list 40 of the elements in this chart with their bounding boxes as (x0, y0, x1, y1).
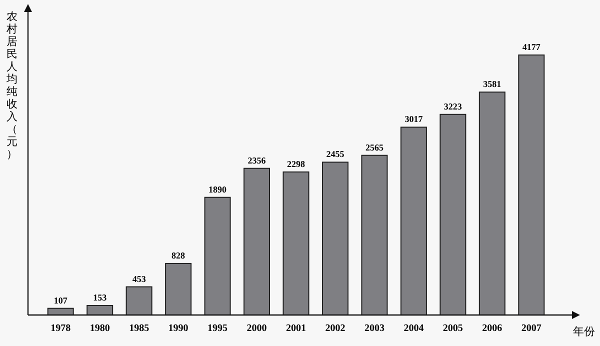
data-label: 828 (172, 250, 186, 260)
data-label: 4177 (522, 42, 541, 52)
x-tick-label: 2002 (325, 323, 346, 334)
data-label: 2565 (365, 142, 384, 152)
bar (282, 171, 310, 316)
x-tick-label: 2001 (286, 323, 306, 334)
bar (400, 126, 427, 316)
x-tick-label: 2005 (442, 323, 463, 334)
bar (440, 114, 466, 316)
bar (518, 54, 545, 316)
data-label: 153 (93, 292, 108, 302)
x-tick-label: 2003 (364, 323, 384, 334)
bar (244, 168, 270, 316)
data-label: 3017 (404, 114, 424, 124)
x-axis-title: 年份 (573, 326, 595, 338)
data-label: 2455 (326, 149, 345, 160)
bar (165, 262, 192, 316)
x-tick-label: 1978 (50, 323, 71, 334)
data-label: 2356 (248, 155, 266, 166)
data-label: 107 (54, 295, 68, 306)
x-tick-label: 1995 (208, 323, 228, 334)
data-label: 3581 (483, 79, 502, 90)
x-tick-label: 2006 (482, 323, 502, 334)
x-tick-label: 1990 (168, 323, 188, 334)
bar (126, 286, 152, 316)
bar (204, 196, 231, 316)
data-label: 453 (132, 274, 146, 284)
bar (322, 162, 348, 316)
bar (86, 304, 114, 316)
bar (478, 92, 506, 316)
bar (361, 154, 388, 316)
x-tick-label: 2000 (246, 323, 267, 334)
x-tick-label: 2004 (404, 323, 424, 334)
text: 农村居民人均纯收入（元） (6, 11, 18, 160)
x-tick-label: 1980 (90, 323, 110, 334)
data-label: 1890 (208, 184, 228, 194)
x-tick-label: 2007 (521, 323, 542, 334)
data-label: 3223 (444, 101, 462, 112)
x-tick-label: 1985 (129, 323, 150, 334)
data-label: 2298 (287, 158, 306, 169)
